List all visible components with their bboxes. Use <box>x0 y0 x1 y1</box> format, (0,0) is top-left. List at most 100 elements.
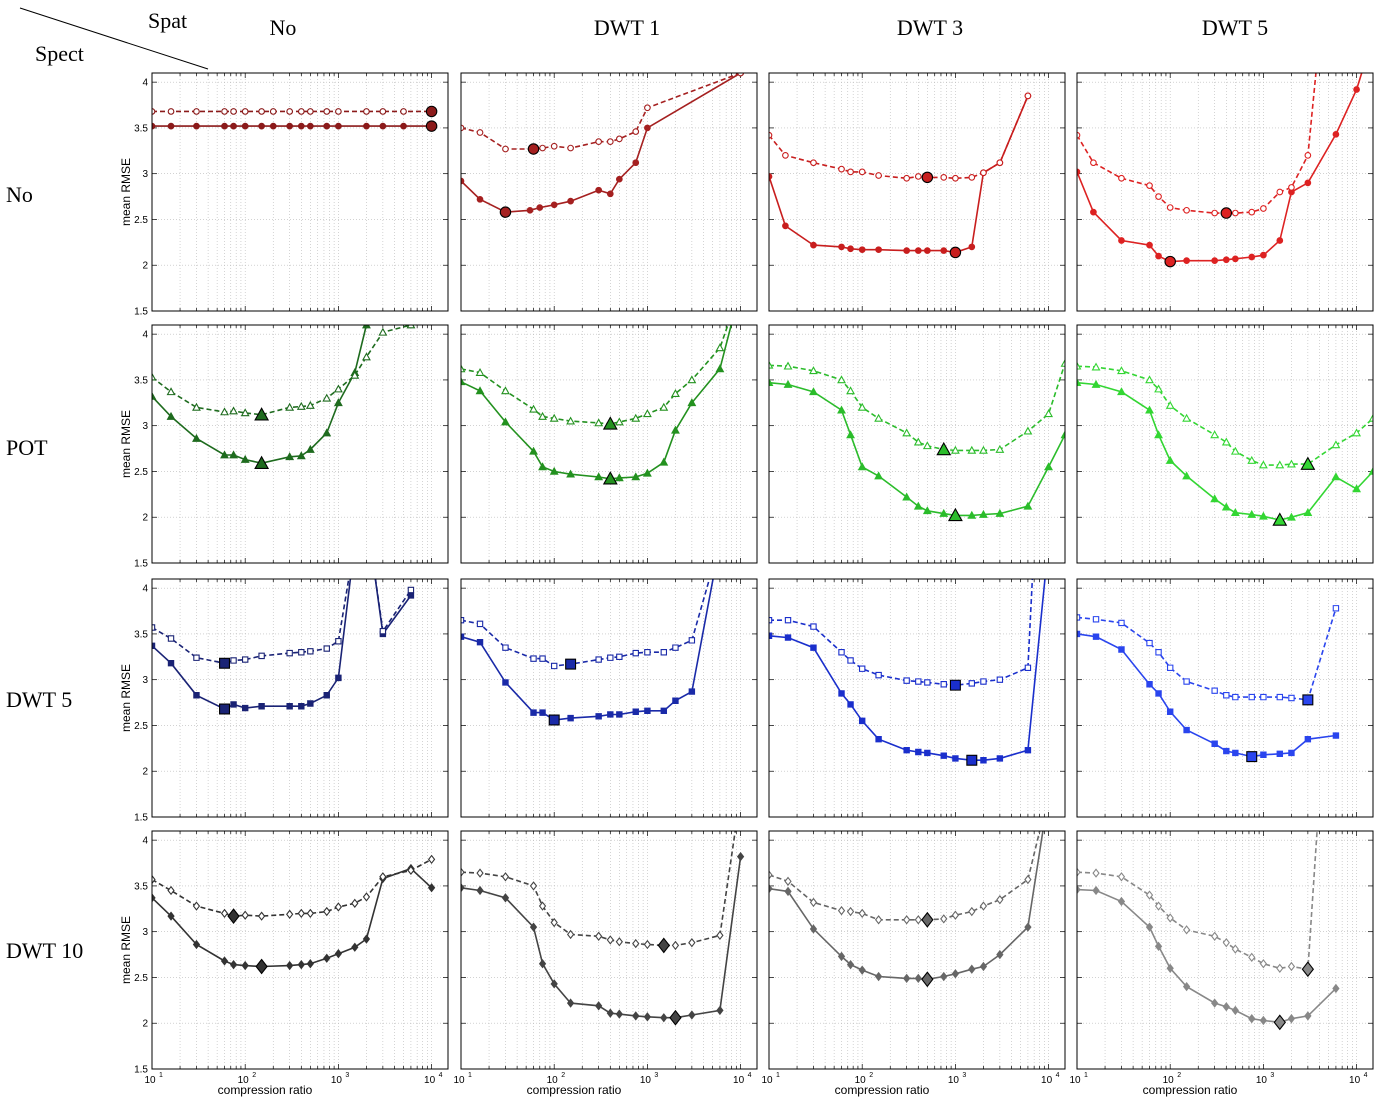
data-point-solid <box>286 703 293 710</box>
data-point-solid <box>230 122 237 130</box>
data-point-solid <box>1223 747 1230 755</box>
y-tick-label: 2 <box>142 767 148 778</box>
data-point-solid <box>1077 884 1081 895</box>
x-tick-exponent: 2 <box>252 1072 256 1079</box>
data-point-solid <box>1117 896 1126 907</box>
plot-area <box>1077 605 1340 763</box>
col-header-0: No <box>270 15 297 40</box>
panel-r1-c2 <box>768 324 1066 564</box>
data-point-solid <box>241 122 249 130</box>
data-point-solid <box>615 175 623 183</box>
data-point-solid <box>607 711 614 718</box>
data-point-dashed <box>660 649 668 656</box>
data-point-solid <box>152 893 156 903</box>
data-point-solid <box>1092 633 1100 640</box>
best-point-marker <box>255 958 268 975</box>
data-point-dashed <box>566 929 575 940</box>
data-point-dashed <box>461 867 465 877</box>
data-point-solid <box>874 471 884 480</box>
data-point-solid <box>644 124 651 132</box>
x-tick-exponent: 3 <box>962 1072 966 1079</box>
data-point-solid <box>1259 1015 1268 1026</box>
plot-area <box>152 325 416 469</box>
data-point-solid <box>1352 484 1362 493</box>
data-point-solid <box>229 450 238 459</box>
data-point-dashed <box>951 910 960 920</box>
panel-frame <box>460 324 758 564</box>
data-point-dashed <box>606 935 614 945</box>
data-point-dashed <box>550 142 558 150</box>
data-point-solid <box>1288 749 1295 757</box>
series-line-solid <box>769 95 1029 254</box>
data-point-solid <box>687 398 697 407</box>
data-point-solid <box>1166 708 1174 715</box>
plot-area <box>769 92 1032 259</box>
best-point-marker <box>254 455 270 469</box>
data-point-dashed <box>258 652 265 660</box>
data-point-solid <box>847 245 854 253</box>
data-point-dashed <box>167 885 175 896</box>
x-tick-label: 10 <box>733 1075 745 1086</box>
data-point-dashed <box>632 128 640 135</box>
data-point-solid <box>1182 471 1192 480</box>
grid-lines <box>152 579 448 818</box>
best-point-marker <box>936 441 952 456</box>
data-point-solid <box>914 973 922 984</box>
data-point-dashed <box>152 372 157 381</box>
data-point-dashed <box>306 908 314 919</box>
data-point-dashed <box>809 366 818 375</box>
data-point-dashed <box>476 129 484 136</box>
data-point-solid <box>567 714 574 722</box>
panel-frame <box>460 830 758 1070</box>
plot-area <box>461 831 745 1026</box>
data-point-dashed <box>913 437 923 446</box>
y-tick-label: 3.5 <box>134 881 148 892</box>
data-point-dashed <box>1368 413 1373 422</box>
data-point-dashed <box>305 400 315 409</box>
data-point-solid <box>285 452 295 461</box>
best-point-marker <box>921 911 934 928</box>
data-point-dashed <box>1183 206 1190 214</box>
data-point-dashed <box>379 872 387 882</box>
best-point-marker <box>548 714 560 726</box>
data-point-solid <box>903 973 911 984</box>
data-point-solid <box>323 692 330 699</box>
data-point-dashed <box>671 940 680 951</box>
panel-frame <box>768 324 1066 564</box>
data-point-dashed <box>924 679 931 686</box>
x-tick-label: 10 <box>1069 1075 1081 1086</box>
data-point-solid <box>322 428 332 437</box>
data-point-solid <box>379 122 387 130</box>
data-point-dashed <box>297 108 305 115</box>
data-point-solid <box>660 1013 668 1023</box>
col-header-2: DWT 3 <box>897 15 963 40</box>
data-point-dashed <box>241 108 249 115</box>
data-point-dashed <box>269 108 277 115</box>
y-axis-label: mean RMSE <box>119 664 133 732</box>
x-tick-label: 10 <box>331 1075 343 1086</box>
data-point-solid <box>672 697 679 704</box>
data-point-solid <box>240 454 250 463</box>
data-point-dashed <box>1146 182 1153 189</box>
data-point-solid <box>566 998 575 1008</box>
row-header-1: POT <box>6 435 48 460</box>
series-line-solid <box>769 831 1044 981</box>
data-point-solid <box>952 755 959 762</box>
plot-area <box>1077 73 1363 268</box>
data-point-dashed <box>379 108 387 115</box>
data-point-solid <box>1232 749 1239 757</box>
data-point-dashed <box>1155 649 1162 656</box>
y-tick-label: 4 <box>142 330 148 341</box>
data-point-dashed <box>297 908 305 919</box>
data-point-dashed <box>166 387 176 396</box>
data-point-dashed <box>1154 901 1163 911</box>
data-point-solid <box>940 971 948 982</box>
best-point-marker <box>949 679 961 691</box>
data-point-dashed <box>716 930 724 941</box>
data-point-dashed <box>322 393 332 402</box>
data-point-dashed <box>1331 440 1341 449</box>
data-point-dashed <box>400 108 407 115</box>
data-point-solid <box>333 398 343 407</box>
data-point-dashed <box>530 655 537 662</box>
grid-lines <box>152 325 448 564</box>
